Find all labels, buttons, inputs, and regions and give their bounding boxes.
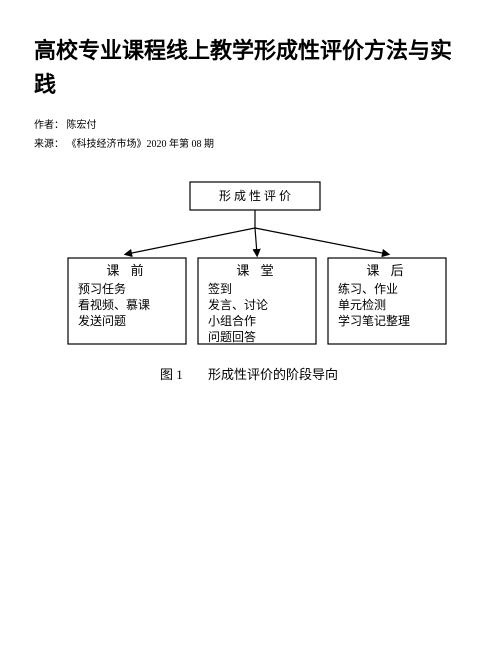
author-line: 作者： 陈宏付: [34, 116, 468, 135]
svg-text:练习、作业: 练习、作业: [338, 281, 398, 296]
svg-text:形 成 性 评 价: 形 成 性 评 价: [219, 189, 291, 203]
svg-text:预习任务: 预习任务: [78, 281, 126, 296]
svg-text:图 1: 图 1: [160, 367, 183, 382]
page-title: 高校专业课程线上教学形成性评价方法与实践: [34, 34, 468, 102]
svg-text:发送问题: 发送问题: [78, 313, 126, 328]
figure-1: 形 成 性 评 价课 前预习任务看视频、慕课发送问题 课 堂签到发言、讨论小组合作…: [60, 176, 464, 406]
svg-text:课 后: 课 后: [366, 263, 407, 278]
svg-text:发言、讨论: 发言、讨论: [208, 297, 268, 312]
svg-text:形成性评价的阶段导向: 形成性评价的阶段导向: [208, 367, 338, 382]
source-text: 《科技经济市场》2020 年第 08 期: [67, 139, 215, 150]
source-label: 来源：: [34, 139, 64, 150]
svg-text:课 前: 课 前: [106, 263, 147, 278]
author-label: 作者：: [34, 120, 64, 131]
svg-text:单元检测: 单元检测: [338, 297, 386, 312]
svg-text:学习笔记整理: 学习笔记整理: [338, 313, 410, 328]
svg-text:看视频、慕课: 看视频、慕课: [78, 297, 150, 312]
svg-text:签到: 签到: [208, 281, 232, 296]
svg-text:小组合作: 小组合作: [208, 313, 256, 328]
svg-text:问题回答: 问题回答: [208, 329, 256, 344]
svg-text:课 堂: 课 堂: [236, 263, 277, 278]
author-name: 陈宏付: [67, 120, 97, 131]
source-line: 来源： 《科技经济市场》2020 年第 08 期: [34, 135, 468, 154]
